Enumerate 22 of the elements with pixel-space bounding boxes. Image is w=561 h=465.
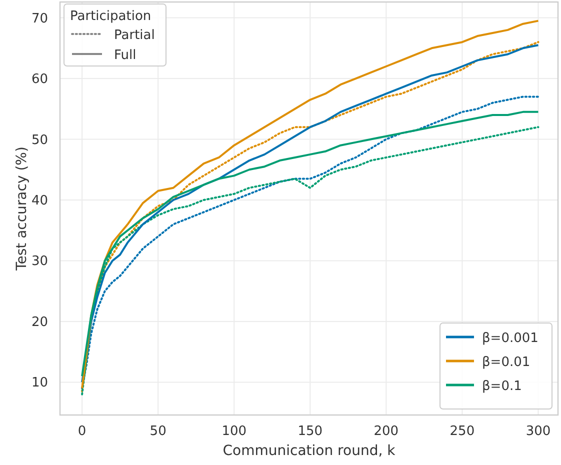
y-tick-label: 30 <box>31 254 48 270</box>
x-tick-label: 150 <box>298 424 323 439</box>
x-tick-label: 0 <box>78 424 86 439</box>
legend-label: β=0.001 <box>482 331 538 346</box>
y-tick-label: 40 <box>31 193 48 208</box>
legend-title: Participation <box>70 9 152 24</box>
x-tick-label: 200 <box>374 424 399 439</box>
legend-label: β=0.1 <box>482 379 522 394</box>
annotation: Partial <box>114 28 155 43</box>
y-tick-label: 20 <box>31 314 48 330</box>
x-tick-label: 50 <box>150 424 166 439</box>
x-tick-label: 100 <box>222 424 247 439</box>
y-tick-label: 50 <box>31 132 48 148</box>
annotation: Full <box>114 48 136 63</box>
legend-label: β=0.01 <box>482 355 530 370</box>
y-tick-label: 60 <box>31 72 48 88</box>
x-tick-label: 250 <box>450 424 475 439</box>
x-tick-label: 300 <box>526 424 551 439</box>
y-tick-label: 70 <box>31 11 48 26</box>
x-axis-title: Communication round, k <box>222 443 396 459</box>
y-axis-title: Test accuracy (%) <box>14 146 30 272</box>
y-tick-label: 10 <box>31 376 48 391</box>
